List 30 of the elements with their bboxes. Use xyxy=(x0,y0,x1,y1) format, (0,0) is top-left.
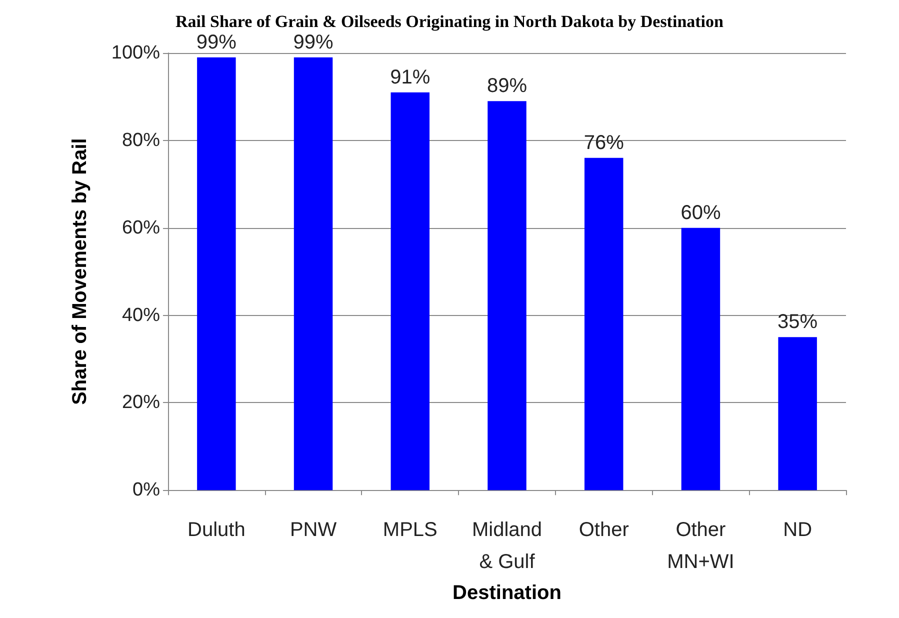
x-axis-title: Destination xyxy=(452,582,562,604)
x-tick-label: PNW xyxy=(290,519,337,542)
bar xyxy=(197,57,236,490)
y-tick-label: 60% xyxy=(122,217,160,238)
bar xyxy=(390,92,430,490)
x-tick-label: Other MN+WI xyxy=(667,519,734,574)
y-tick-label: 40% xyxy=(122,304,160,326)
data-label: 60% xyxy=(680,202,721,224)
y-tick-label: 0% xyxy=(132,480,160,501)
data-label: 99% xyxy=(196,31,237,54)
data-label: 91% xyxy=(390,66,430,88)
x-tick-label: Other xyxy=(578,519,630,542)
bar xyxy=(681,228,720,490)
y-axis-title: Share of Movements by Rail xyxy=(69,138,91,405)
bar xyxy=(584,158,624,490)
x-tick-label: Duluth xyxy=(188,519,246,542)
bar xyxy=(294,57,333,490)
chart-title: Rail Share of Grain & Oilseeds Originating in North Dakota by Destination xyxy=(176,12,724,31)
data-label: 76% xyxy=(584,132,624,154)
x-tick-label: Midland & Gulf xyxy=(472,519,542,574)
y-tick-label: 100% xyxy=(111,42,160,64)
data-label: 89% xyxy=(486,75,528,98)
y-tick-label: 20% xyxy=(122,392,160,414)
x-tick-label: ND xyxy=(783,519,812,542)
data-label: 35% xyxy=(778,311,818,334)
x-tick-label: MPLS xyxy=(382,519,438,542)
y-tick-label: 80% xyxy=(122,130,160,151)
data-label: 99% xyxy=(293,31,334,54)
bar xyxy=(778,337,817,490)
bar xyxy=(488,101,526,490)
